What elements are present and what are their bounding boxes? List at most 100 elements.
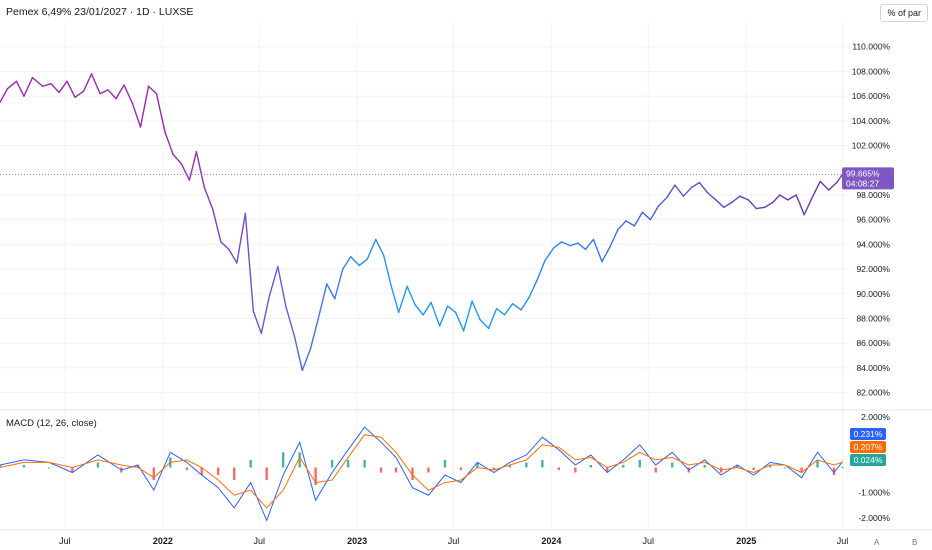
histogram-bar [557, 467, 561, 470]
price-segment [383, 254, 392, 285]
time-tick-label: 2023 [347, 536, 367, 546]
histogram-bar [96, 462, 100, 468]
price-segment [220, 241, 230, 251]
price-segment [698, 181, 709, 194]
price-segment [666, 184, 676, 199]
pane-separator [0, 409, 932, 531]
price-segment [641, 211, 652, 221]
macd-tick-label: -2.000% [858, 513, 890, 523]
macd-lines [0, 426, 843, 522]
price-segment [422, 301, 432, 316]
price-segment [503, 302, 514, 316]
time-axis: Jul 2022 Jul 2023 Jul 2024 Jul 2025 Jul [59, 536, 848, 546]
time-tick-label: 2022 [153, 536, 173, 546]
price-segment [528, 279, 538, 299]
unit-button[interactable]: % of par [880, 4, 928, 22]
auto-scale-button[interactable]: A [874, 538, 880, 547]
histogram-bar [752, 467, 755, 470]
histogram-bar [136, 464, 140, 468]
histogram-bar [508, 464, 512, 468]
price-segment [577, 242, 587, 251]
price-segment [536, 259, 546, 281]
price-segment [819, 180, 830, 191]
histogram-bar [476, 462, 479, 468]
price-segment [609, 228, 619, 248]
histogram-bar [459, 467, 463, 470]
last-price-countdown: 04:08:27 [846, 178, 879, 188]
price-segment [155, 92, 166, 133]
price-segment [203, 186, 214, 211]
price-axis: 82.000% 84.000% 86.000% 88.000% 90.000% 92.00… [852, 42, 891, 398]
histogram-bar [525, 462, 528, 468]
histogram-bar [22, 464, 26, 468]
price-tick-label: 82.000% [856, 388, 890, 398]
histogram-bar [606, 467, 609, 473]
price-segment [690, 181, 701, 189]
price-segment [358, 258, 368, 267]
price-segment [212, 209, 222, 243]
price-segment [479, 319, 490, 330]
price-segment [244, 212, 255, 312]
histogram-bar [800, 467, 803, 473]
price-segment [260, 295, 271, 335]
histogram-bar [394, 467, 398, 473]
histogram-bar [735, 464, 739, 468]
price-segment [99, 89, 109, 95]
histogram-bar [330, 459, 334, 468]
price-segment [795, 194, 805, 216]
signal-line [0, 434, 843, 509]
price-tick-label: 98.000% [856, 190, 890, 200]
price-tick-label: 104.000% [852, 116, 891, 126]
log-scale-button[interactable]: B [912, 538, 918, 547]
price-segment [58, 80, 68, 94]
price-segment [131, 102, 142, 128]
price-segment [342, 256, 352, 270]
signal-value-badge [850, 441, 886, 453]
price-segment [633, 211, 644, 227]
price-segment [601, 246, 611, 263]
price-segment [326, 283, 336, 300]
price-segment [617, 220, 627, 231]
histogram-bar [574, 467, 577, 473]
histogram-bar [841, 466, 844, 468]
price-segment [164, 131, 174, 155]
histogram-value-text: 0.024% [854, 455, 883, 465]
price-segment [747, 199, 758, 210]
signal-value-text: 0.207% [854, 442, 883, 452]
price-segment [560, 241, 571, 247]
histogram-bar [265, 467, 268, 481]
last-price-value: 99.665% [846, 168, 880, 178]
price-segment [82, 73, 93, 92]
price-segment [674, 184, 685, 197]
price-tick-label: 90.000% [856, 289, 890, 299]
time-tick-label: Jul [59, 536, 71, 546]
price-segment [147, 85, 158, 95]
histogram-bar [816, 459, 819, 468]
macd-value-badge [850, 428, 886, 440]
price-segment [236, 212, 247, 264]
price-segment [828, 181, 838, 191]
price-segment [334, 268, 344, 300]
price-segment [172, 153, 183, 165]
macd-tick-label: 2.000% [861, 412, 890, 422]
histogram-bar [346, 459, 350, 468]
price-segment [487, 307, 498, 330]
histogram-bar [589, 464, 592, 468]
price-segment [715, 199, 725, 209]
chart-title: Pemex 6,49% 23/01/2027 · 1D · LUXSE [6, 6, 194, 18]
price-segment [772, 194, 781, 204]
price-tick-label: 84.000% [856, 363, 890, 373]
histogram-bar [411, 467, 414, 481]
price-segment [495, 307, 506, 316]
price-segment [625, 220, 636, 227]
price-segment [414, 304, 424, 316]
price-segment [462, 300, 473, 332]
time-tick-label: Jul [253, 536, 265, 546]
price-segment [389, 283, 400, 314]
price-segment [293, 335, 304, 372]
price-segment [350, 256, 360, 267]
price-segment [252, 310, 263, 335]
price-segment [764, 201, 774, 209]
histogram-bar [232, 467, 236, 481]
price-tick-label: 110.000% [852, 42, 890, 52]
